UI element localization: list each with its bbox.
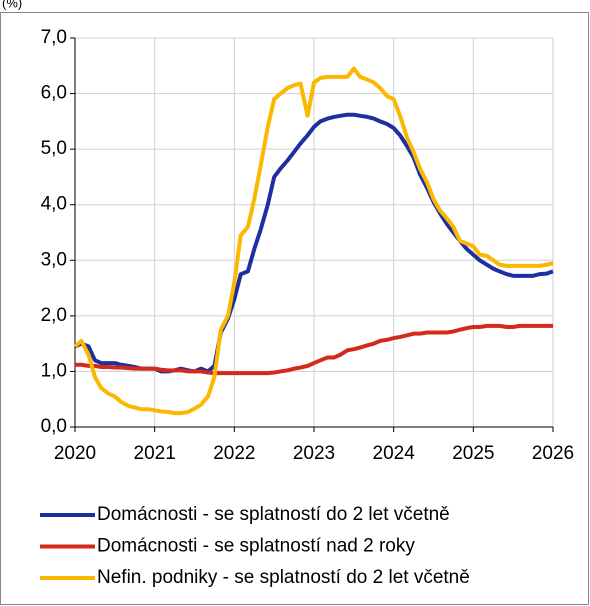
y-tick-label: 4,0 xyxy=(41,194,67,215)
y-tick-label: 5,0 xyxy=(41,138,67,159)
x-tick-label: 2026 xyxy=(532,443,574,464)
legend-label: Nefin. podniky - se splatností do 2 let … xyxy=(97,567,470,588)
x-tick-label: 2021 xyxy=(134,443,176,464)
y-tick-label: 2,0 xyxy=(41,305,67,326)
unit-label: (%) xyxy=(2,0,22,10)
y-tick-label: 6,0 xyxy=(41,83,67,104)
y-tick-label: 3,0 xyxy=(41,249,67,270)
x-tick-label: 2025 xyxy=(452,443,494,464)
y-tick-label: 1,0 xyxy=(41,360,67,381)
y-tick-label: 7,0 xyxy=(41,27,67,48)
frame xyxy=(0,12,589,605)
legend-label: Domácnosti - se splatností do 2 let včet… xyxy=(97,504,450,525)
series-line xyxy=(73,66,554,416)
x-tick-label: 2022 xyxy=(213,443,255,464)
y-tick-label: 0,0 xyxy=(41,416,67,437)
series-line xyxy=(75,323,553,376)
x-tick-label: 2023 xyxy=(293,443,335,464)
x-tick-label: 2020 xyxy=(54,443,96,464)
legend-label: Domácnosti - se splatností nad 2 roky xyxy=(97,536,415,557)
x-tick-label: 2024 xyxy=(373,443,416,464)
